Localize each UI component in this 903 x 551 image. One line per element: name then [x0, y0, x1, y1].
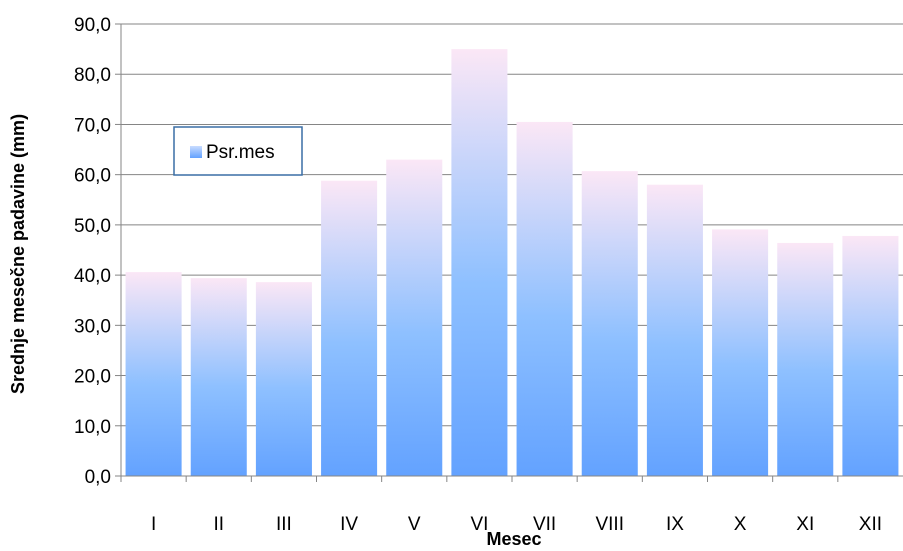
bar: [516, 121, 573, 476]
x-tick-label: VI: [470, 514, 488, 535]
bar: [712, 229, 769, 476]
y-tick-label: 80,0: [74, 65, 111, 86]
bars: [125, 49, 899, 476]
x-tick-labels: I II III IV V VI VII VIII IX X XI XII: [120, 476, 882, 535]
x-axis-title: Mesec: [486, 529, 541, 549]
x-tick-label: V: [408, 514, 421, 535]
x-tick-label: XI: [796, 514, 814, 535]
x-tick-label: VII: [533, 514, 556, 535]
bar: [190, 278, 247, 476]
x-tick-label: X: [734, 514, 747, 535]
bar: [255, 282, 312, 476]
bar: [386, 159, 443, 476]
x-tick-label: I: [151, 514, 156, 535]
bar: [842, 235, 899, 476]
legend-swatch: [190, 146, 202, 158]
y-tick-label: 70,0: [74, 115, 111, 136]
bar: [451, 49, 508, 476]
legend: Psr.mes: [173, 126, 303, 176]
x-tick-label: III: [276, 514, 292, 535]
y-tick-label: 10,0: [74, 417, 111, 438]
x-tick-label: II: [213, 514, 224, 535]
legend-label: Psr.mes: [206, 142, 275, 163]
y-axis-title: Srednje mesečne padavine (mm): [8, 114, 28, 394]
bar: [777, 242, 834, 476]
bar: [581, 171, 638, 476]
x-tick-label: IV: [340, 514, 358, 535]
y-tick-labels: 0,0 10,0 20,0 30,0 40,0 50,0 60,0 70,0 80,0 90,0: [74, 15, 121, 488]
bar: [125, 272, 182, 476]
y-tick-label: 30,0: [74, 316, 111, 337]
x-tick-label: IX: [666, 514, 684, 535]
x-tick-label: XII: [859, 514, 882, 535]
y-tick-label: 0,0: [85, 467, 111, 488]
y-tick-label: 40,0: [74, 266, 111, 287]
x-tick-label: VIII: [595, 514, 624, 535]
y-tick-label: 50,0: [74, 216, 111, 237]
y-tick-label: 20,0: [74, 367, 111, 388]
y-tick-label: 60,0: [74, 166, 111, 187]
bar: [646, 184, 703, 476]
bar: [321, 180, 378, 476]
y-tick-label: 90,0: [74, 15, 111, 36]
